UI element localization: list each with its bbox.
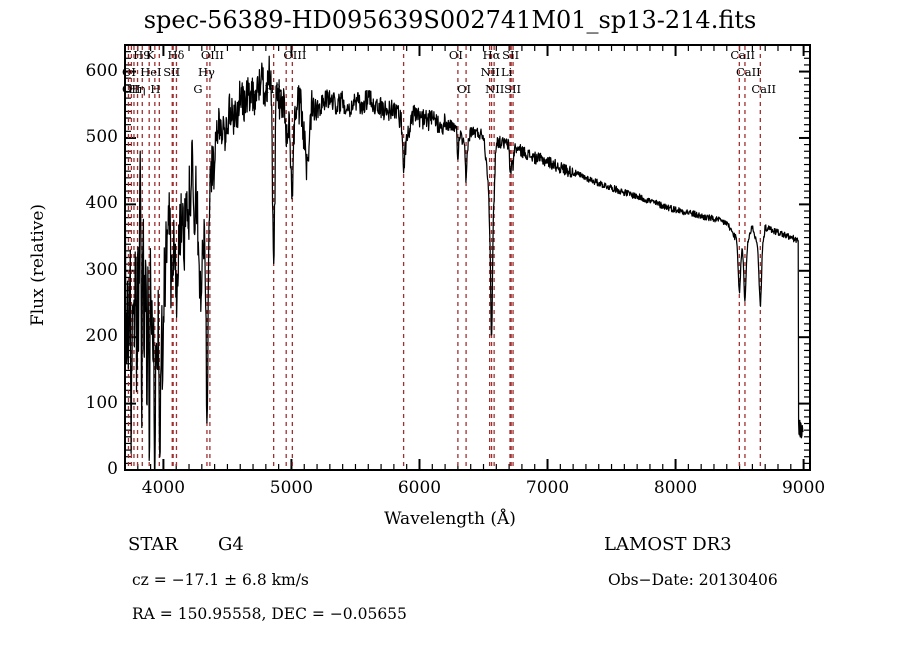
plot-frame <box>124 44 811 471</box>
spectral-line-label: CaII <box>730 48 756 62</box>
spectral-line-label: OII <box>122 82 141 96</box>
object-type-label: STAR <box>128 534 178 555</box>
spectral-line-label: CaII <box>735 65 761 79</box>
spectral-line-label: OI <box>448 48 463 62</box>
spectral-line-label: Hγ <box>197 65 215 79</box>
spectral-line-label: HeI <box>140 65 162 79</box>
spectral-class-label: G4 <box>218 534 244 555</box>
spectral-line-label: Hη <box>128 82 146 96</box>
spectral-line-label: Hδ <box>167 48 185 62</box>
spectral-line-label: H <box>150 82 161 96</box>
page-title: spec-56389-HD095639S002741M01_sp13-214.f… <box>143 6 757 34</box>
x-tick-label: 8000 <box>653 478 698 498</box>
spectral-line-label: Li <box>501 65 513 79</box>
spectral-line-label: OIII <box>200 48 224 62</box>
spectral-line-label: G <box>193 82 203 96</box>
y-tick-label: 300 <box>85 259 118 280</box>
survey-label: LAMOST DR3 <box>604 534 732 555</box>
y-tick-label: 500 <box>85 126 118 147</box>
y-axis-label: Flux (relative) <box>28 203 48 327</box>
spectral-line-label: OIII <box>283 48 307 62</box>
x-tick-label: 5000 <box>269 478 314 498</box>
obs-date-value: Obs−Date: 20130406 <box>608 571 778 589</box>
spectral-line-label: NII <box>480 65 500 79</box>
spectral-line-label: OI <box>457 82 472 96</box>
coordinates-value: RA = 150.95558, DEC = −0.05655 <box>132 605 407 623</box>
spectral-line-label: H9 <box>133 48 151 62</box>
x-tick-label: 9000 <box>781 478 826 498</box>
x-axis-label: Wavelength (Å) <box>384 509 516 529</box>
spectral-line-label: Hβ <box>264 82 282 96</box>
y-tick-label: 0 <box>107 459 118 479</box>
spectral-line-label: NII <box>485 82 505 96</box>
x-tick-label: 4000 <box>141 478 186 498</box>
y-tick-label: 600 <box>85 60 118 81</box>
spectral-line-label: SII <box>502 48 520 62</box>
spectral-line-label: Hα <box>482 48 501 62</box>
cz-value: cz = −17.1 ± 6.8 km/s <box>132 571 309 589</box>
y-tick-label: 200 <box>85 326 118 347</box>
y-tick-label: 100 <box>85 392 118 413</box>
spectral-line-label: SII <box>504 82 522 96</box>
x-tick-label: 6000 <box>397 478 442 498</box>
spectral-line-label: CaII <box>751 82 777 96</box>
y-tick-label: 400 <box>85 193 118 214</box>
spectral-line-label: OI <box>122 65 136 79</box>
spectral-line-label: K <box>145 48 155 62</box>
spectrum-trace <box>124 55 804 470</box>
x-tick-label: 7000 <box>525 478 570 498</box>
spectral-line-label: SII <box>163 65 181 79</box>
